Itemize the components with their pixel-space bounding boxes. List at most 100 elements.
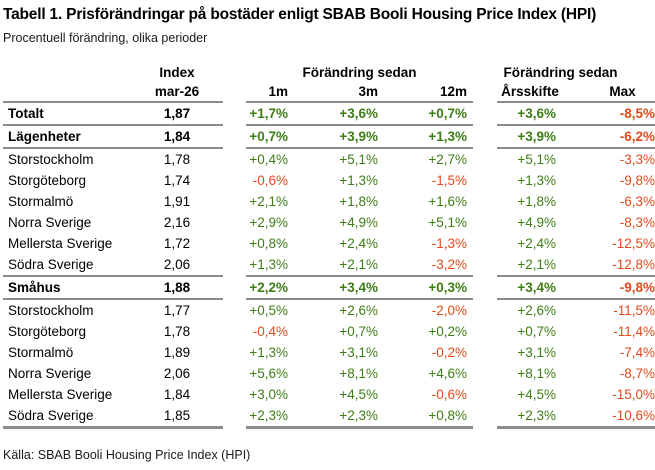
change-arsskifte: +4,5%: [517, 387, 557, 402]
change-max: -9,8%: [573, 276, 655, 300]
column-gap: [223, 276, 246, 299]
change-arsskifte: +0,7%: [517, 324, 557, 339]
change-arsskifte: +1,8%: [517, 194, 557, 209]
table-row: Storgöteborg 1,78 -0,4% +0,7% +0,2% +0,7% -11,…: [3, 321, 655, 342]
change-3m: +2,4%: [339, 236, 378, 251]
table-subtitle: Procentuell förändring, olika perioder: [3, 31, 208, 45]
change-1m: -0,6%: [252, 173, 288, 188]
change-max: -8,7%: [619, 366, 655, 381]
change-1m: +2,1%: [249, 194, 288, 209]
column-gap: [223, 299, 246, 321]
row-label: Södra Sverige: [3, 254, 113, 277]
corner-cell: [3, 82, 113, 103]
change-arsskifte: +4,9%: [517, 215, 557, 230]
change-12m: +1,3%: [401, 125, 474, 149]
row-label: Storstockholm: [8, 152, 94, 167]
column-gap: [223, 321, 246, 342]
change-max: -10,6%: [573, 405, 655, 429]
change-1m: +5,6%: [249, 366, 288, 381]
change-1m: +2,3%: [246, 405, 322, 429]
row-label: Norra Sverige: [8, 366, 92, 381]
column-gap: [473, 363, 497, 384]
column-gap: [473, 342, 497, 363]
change-arsskifte: +2,1%: [497, 254, 574, 277]
row-label: Stormalmö: [8, 345, 74, 360]
change-1m: +0,5%: [249, 303, 288, 318]
change-max: -15,0%: [612, 387, 655, 402]
row-label: Småhus: [3, 276, 113, 300]
change-12m: +2,7%: [428, 152, 468, 167]
change-12m: -0,2%: [431, 345, 468, 360]
change-max: -7,4%: [619, 345, 655, 360]
table-row: Norra Sverige 2,06 +5,6% +8,1% +4,6% +8,1% -8,…: [3, 363, 655, 384]
index-value: 1,84: [113, 125, 223, 149]
column-gap: [473, 82, 497, 102]
column-gap: [473, 63, 497, 82]
column-gap: [473, 233, 497, 254]
col-header-12m: 12m: [401, 82, 474, 103]
change-1m: +2,9%: [249, 215, 288, 230]
index-value: 1,74: [163, 173, 191, 188]
change-3m: +1,3%: [339, 173, 378, 188]
table-header-groups: Index Förändring sedan Förändring sedan: [3, 63, 655, 82]
change-max: -3,3%: [619, 152, 655, 167]
row-label: Södra Sverige: [3, 405, 113, 429]
change-1m: +0,7%: [246, 125, 322, 149]
change-arsskifte: +1,3%: [517, 173, 557, 188]
table-row: Lägenheter 1,84 +0,7% +3,9% +1,3% +3,9% -6,2%: [3, 125, 655, 149]
change-1m: +0,8%: [249, 236, 288, 251]
row-label: Mellersta Sverige: [8, 236, 113, 251]
column-gap: [223, 405, 246, 428]
change-3m: +4,9%: [339, 215, 378, 230]
change-max: -8,5%: [573, 102, 655, 126]
table-body: Totalt 1,87 +1,7% +3,6% +0,7% +3,6% -8,5% Lägen…: [3, 102, 655, 429]
table-row: Småhus 1,88 +2,2% +3,4% +0,3% +3,4% -9,8%: [3, 276, 655, 300]
change-3m: +2,3%: [322, 405, 401, 429]
column-gap: [223, 233, 246, 254]
change-arsskifte: +2,3%: [497, 405, 574, 429]
change-arsskifte: +5,1%: [517, 152, 557, 167]
change-3m: +0,7%: [339, 324, 378, 339]
index-value: 1,77: [163, 303, 191, 318]
row-label: Storstockholm: [8, 303, 94, 318]
table-row: Totalt 1,87 +1,7% +3,6% +0,7% +3,6% -8,5%: [3, 102, 655, 126]
column-gap: [223, 102, 246, 125]
column-gap: [223, 82, 246, 102]
index-value: 2,06: [163, 366, 191, 381]
change-3m: +3,4%: [322, 276, 401, 300]
table-title: Tabell 1. Prisförändringar på bostäder e…: [3, 6, 597, 23]
column-gap: [223, 254, 246, 276]
table-header-cols: mar-26 1m 3m 12m Årsskifte Max: [3, 82, 655, 103]
change-max: -12,5%: [612, 236, 655, 251]
index-value: 1,78: [163, 152, 191, 167]
column-gap: [223, 363, 246, 384]
change-3m: +3,1%: [339, 345, 378, 360]
change-arsskifte: +3,9%: [497, 125, 574, 149]
change-12m: +0,8%: [401, 405, 474, 429]
index-value: 1,88: [113, 276, 223, 300]
col-header-3m: 3m: [322, 82, 401, 103]
change-12m: +1,6%: [428, 194, 468, 209]
change-1m: -0,4%: [252, 324, 288, 339]
change-12m: -1,5%: [431, 173, 468, 188]
price-table: Index Förändring sedan Förändring sedan …: [3, 63, 655, 429]
change-max: -12,8%: [573, 254, 655, 277]
index-value: 1,78: [163, 324, 191, 339]
column-gap: [223, 170, 246, 191]
change-12m: +5,1%: [428, 215, 468, 230]
row-label: Mellersta Sverige: [8, 387, 113, 402]
change-3m: +2,1%: [322, 254, 401, 277]
index-value: 1,87: [113, 102, 223, 126]
index-value: 1,91: [163, 194, 191, 209]
column-gap: [223, 191, 246, 212]
row-label: Storgöteborg: [8, 173, 87, 188]
row-label: Stormalmö: [8, 194, 74, 209]
change-1m: +3,0%: [249, 387, 288, 402]
change-1m: +1,7%: [246, 102, 322, 126]
row-label: Storgöteborg: [8, 324, 87, 339]
source-note: Källa: SBAB Booli Housing Price Index (H…: [3, 448, 251, 462]
change-12m: +0,7%: [401, 102, 474, 126]
column-gap: [473, 276, 497, 299]
index-value: 1,72: [163, 236, 191, 251]
